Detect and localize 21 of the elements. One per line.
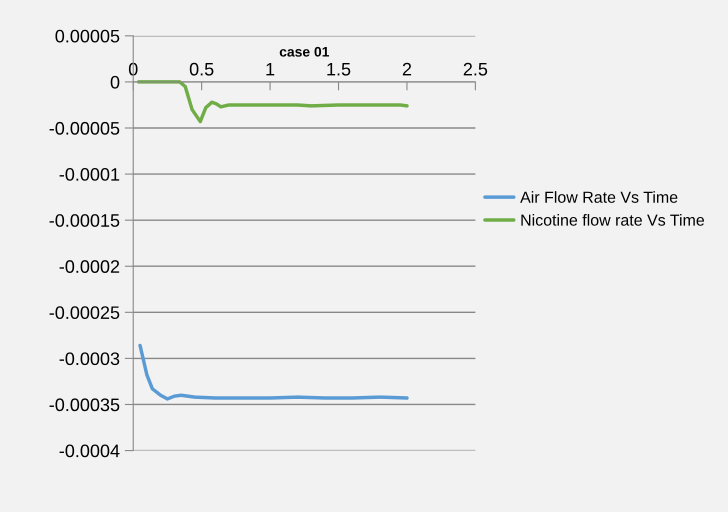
y-tick-label: -0.00025 bbox=[50, 306, 120, 320]
line-series bbox=[136, 80, 409, 124]
line-series bbox=[138, 344, 409, 401]
y-tick-label: -0.00015 bbox=[50, 214, 120, 227]
y-tick-label: -0.0003 bbox=[60, 352, 120, 366]
y-tick-label: -0.0001 bbox=[60, 168, 120, 181]
x-tick-label: 1 bbox=[266, 62, 274, 76]
x-tick-label: 2 bbox=[402, 62, 412, 76]
y-tick-label: -0.00035 bbox=[50, 398, 120, 412]
x-tick-label: 0 bbox=[128, 62, 138, 76]
legend-label: Air Flow Rate Vs Time bbox=[520, 191, 678, 203]
y-tick-label: -0.0004 bbox=[60, 444, 120, 458]
legend-label: Nicotine flow rate Vs Time bbox=[521, 214, 704, 226]
y-tick-label: -0.0002 bbox=[60, 260, 120, 273]
x-tick-label: 1.5 bbox=[327, 62, 350, 76]
x-tick-label: 2.5 bbox=[464, 62, 488, 76]
y-tick-label: 0 bbox=[110, 76, 120, 89]
y-tick-label: -0.00005 bbox=[50, 122, 120, 135]
y-tick-label: 0.00005 bbox=[55, 30, 120, 43]
x-tick-label: 0.5 bbox=[190, 62, 214, 76]
text: case 01 bbox=[280, 46, 330, 57]
